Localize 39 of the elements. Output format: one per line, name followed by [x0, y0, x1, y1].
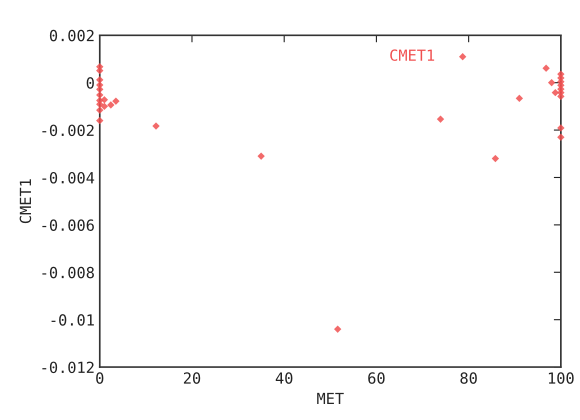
- x-tick-label: 60: [368, 372, 385, 384]
- x-axis-title: MET: [317, 392, 344, 404]
- point: [112, 97, 120, 105]
- y-tick-label: -0.004: [42, 172, 94, 184]
- point: [107, 101, 114, 109]
- point: [100, 96, 108, 104]
- point: [516, 94, 524, 102]
- x-tick-label: 0: [96, 372, 104, 384]
- y-tick-label: -0.008: [42, 266, 94, 278]
- point: [96, 116, 104, 124]
- point: [548, 79, 556, 86]
- point: [96, 106, 104, 114]
- point: [557, 92, 565, 100]
- y-tick-label: -0.006: [42, 219, 94, 231]
- point: [152, 122, 160, 130]
- y-axis-title: CMET1: [20, 179, 32, 224]
- x-tick-label: 100: [548, 372, 574, 384]
- point: [100, 102, 108, 110]
- point: [542, 64, 550, 72]
- point: [96, 86, 104, 93]
- point: [436, 116, 444, 123]
- point: [557, 134, 565, 141]
- y-tick-label: -0.012: [42, 362, 94, 374]
- y-tick-label: -0.01: [52, 314, 94, 326]
- y-tick-label: 0: [86, 77, 94, 89]
- point: [334, 325, 342, 333]
- x-tick-label: 80: [460, 372, 477, 384]
- point: [96, 66, 104, 74]
- point: [257, 152, 265, 160]
- legend-label: CMET1: [390, 49, 434, 61]
- y-tick-label: -0.002: [42, 124, 94, 136]
- y-tick-label: 0.002: [50, 30, 94, 42]
- point: [552, 88, 559, 96]
- x-tick-label: 40: [276, 372, 292, 384]
- point: [96, 100, 104, 108]
- point: [557, 124, 565, 132]
- x-tick-label: 20: [184, 372, 200, 384]
- point: [492, 154, 500, 162]
- point: [96, 76, 104, 84]
